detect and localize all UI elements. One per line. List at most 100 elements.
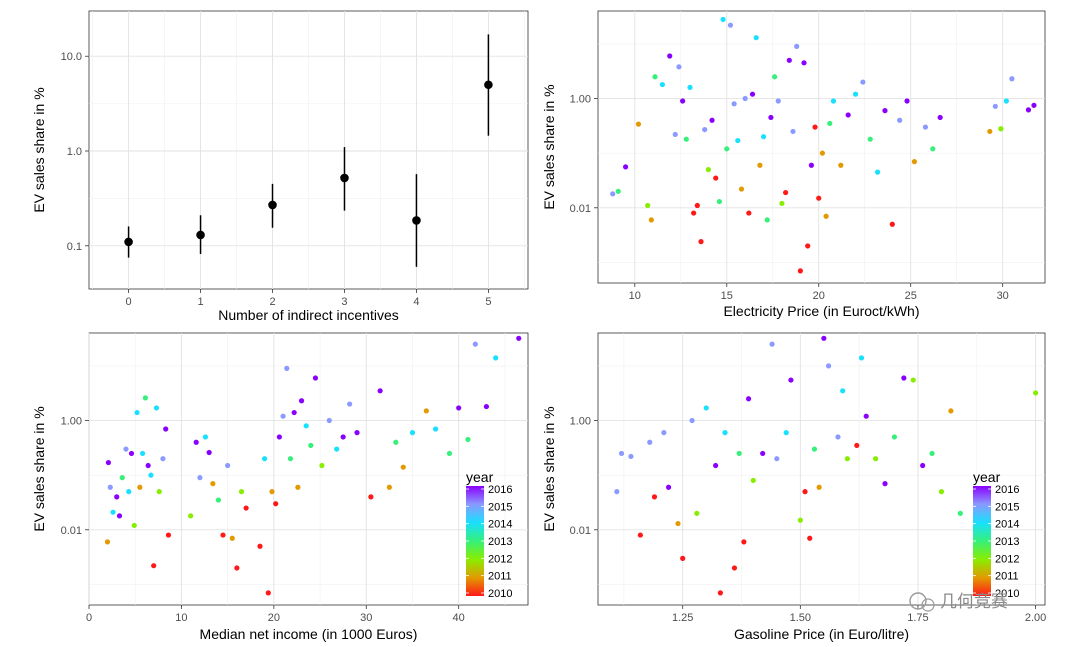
data-point xyxy=(845,112,851,118)
x-tick-label: 20 xyxy=(813,290,825,302)
data-point xyxy=(298,398,305,404)
data-point xyxy=(823,213,829,219)
data-point xyxy=(702,126,708,133)
data-point xyxy=(807,535,813,541)
data-point xyxy=(234,565,240,571)
y-axis-title: EV sales share in % xyxy=(541,406,557,531)
x-axis-title: Electricity Price (in Euroct/kWh) xyxy=(723,303,919,319)
x-tick-label: 30 xyxy=(360,612,372,624)
data-point xyxy=(672,131,678,138)
data-point xyxy=(680,98,686,104)
y-axis-title: EV sales share in % xyxy=(31,406,47,531)
data-point xyxy=(116,513,123,519)
data-point xyxy=(465,436,471,443)
data-point xyxy=(409,430,416,436)
data-point xyxy=(210,481,216,487)
x-tick-label: 3 xyxy=(341,296,347,308)
data-point xyxy=(771,74,778,80)
data-point xyxy=(691,210,697,216)
data-point xyxy=(202,434,209,440)
chart-panel-3: 0 10 20 30 40 0.01 1.00 Median net income (in 1… xyxy=(31,332,529,642)
x-axis-title: Number of indirect incentives xyxy=(218,307,399,323)
plot-area xyxy=(88,332,529,606)
data-point xyxy=(720,16,726,23)
data-point xyxy=(1003,98,1009,104)
data-point xyxy=(860,79,866,85)
data-point xyxy=(717,590,723,596)
data-point xyxy=(742,95,748,102)
data-point xyxy=(105,459,112,466)
data-point xyxy=(911,159,917,165)
data-point xyxy=(808,162,814,168)
legend-label: 2016 xyxy=(488,484,512,496)
data-point xyxy=(393,439,399,445)
data-point xyxy=(243,505,249,511)
legend-label: 2010 xyxy=(995,588,1019,600)
x-tick-label: 25 xyxy=(905,290,917,302)
data-point xyxy=(493,355,499,361)
data-point xyxy=(659,81,665,88)
data-point xyxy=(738,186,745,192)
data-point xyxy=(774,456,780,462)
data-point xyxy=(687,84,693,90)
data-point xyxy=(794,43,800,49)
data-point xyxy=(827,120,833,127)
data-point xyxy=(635,121,642,127)
data-point xyxy=(276,434,282,440)
data-point xyxy=(724,146,730,152)
data-point xyxy=(126,489,132,495)
data-point xyxy=(882,108,888,114)
data-point xyxy=(694,510,700,516)
data-point xyxy=(610,191,616,197)
data-point xyxy=(257,543,263,549)
data-point xyxy=(689,417,695,424)
x-tick-label: 40 xyxy=(453,612,465,624)
data-point xyxy=(163,426,169,432)
data-point xyxy=(340,173,349,183)
data-point xyxy=(745,396,752,402)
data-point xyxy=(456,405,462,411)
x-tick-label: 1.50 xyxy=(790,612,811,624)
data-point xyxy=(661,430,667,436)
y-tick-label: 1.00 xyxy=(61,416,82,428)
data-point xyxy=(816,195,822,201)
y-tick-label: 0.01 xyxy=(570,203,591,215)
x-tick-label: 2 xyxy=(269,296,275,308)
data-point xyxy=(648,217,654,223)
x-tick-label: 20 xyxy=(268,612,280,624)
data-point xyxy=(308,442,314,449)
data-point xyxy=(716,198,723,205)
data-point xyxy=(377,388,383,394)
data-point xyxy=(727,22,734,28)
data-point xyxy=(768,114,774,121)
data-point xyxy=(858,355,865,361)
data-point xyxy=(698,239,704,245)
y-axis-title: EV sales share in % xyxy=(31,87,47,212)
data-point xyxy=(188,513,194,519)
data-point xyxy=(852,91,859,97)
data-point xyxy=(897,117,903,123)
data-point xyxy=(165,532,172,538)
data-point xyxy=(268,200,277,210)
data-point xyxy=(998,126,1004,132)
data-point xyxy=(875,169,881,175)
data-point xyxy=(731,565,738,571)
plot-area xyxy=(597,10,1046,284)
data-point xyxy=(957,510,963,516)
data-point xyxy=(760,450,766,457)
data-point xyxy=(665,484,672,490)
data-point xyxy=(797,268,803,274)
data-point xyxy=(142,395,148,401)
legend-colorbar xyxy=(973,486,991,596)
data-point xyxy=(107,484,113,490)
x-tick-label: 0 xyxy=(126,296,132,308)
legend-label: 2014 xyxy=(995,519,1019,531)
data-point xyxy=(783,430,789,436)
data-point xyxy=(937,114,943,121)
data-point xyxy=(783,189,789,196)
data-point xyxy=(265,590,271,596)
data-point xyxy=(114,494,120,500)
data-point xyxy=(206,449,212,456)
data-point xyxy=(637,532,643,538)
data-point xyxy=(854,442,860,449)
